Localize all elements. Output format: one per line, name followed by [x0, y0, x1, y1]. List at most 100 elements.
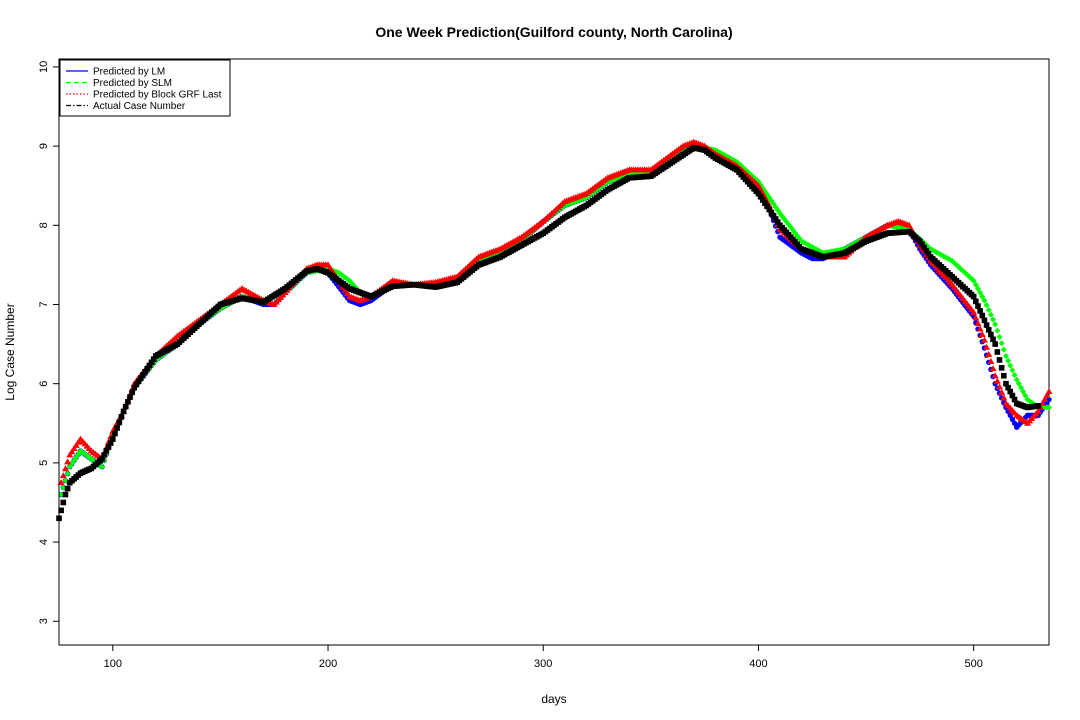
data-point [118, 414, 125, 420]
data-point [116, 419, 123, 426]
x-tick-label: 400 [749, 658, 767, 670]
x-tick-label: 300 [534, 658, 552, 670]
data-point [135, 378, 142, 385]
legend-item: Predicted by LM [66, 67, 165, 78]
data-point [150, 356, 157, 362]
data-point [1046, 404, 1052, 411]
series-3 [56, 144, 1042, 522]
data-point [99, 456, 105, 462]
data-point [1007, 388, 1014, 395]
data-point [764, 203, 770, 210]
data-point [976, 325, 984, 332]
data-point [974, 285, 981, 292]
legend-label: Predicted by SLM [93, 78, 172, 89]
data-point [68, 448, 76, 455]
data-point [987, 358, 995, 364]
data-point [66, 451, 74, 458]
data-point [133, 381, 140, 388]
data-point [983, 302, 990, 309]
data-point [1003, 380, 1009, 387]
data-point [1046, 396, 1052, 403]
data-point [972, 314, 980, 321]
legend-label: Predicted by Block GRF Last [93, 90, 222, 101]
data-point [970, 277, 977, 284]
data-point [905, 221, 913, 228]
plot-frame [58, 58, 1050, 646]
legend-box [59, 59, 231, 117]
axes: 100 200 300 400 500 3 4 5 6 7 8 9 10 [38, 61, 983, 670]
data-point [975, 303, 981, 309]
data-point [103, 448, 110, 454]
data-point [1045, 388, 1053, 395]
data-point [775, 219, 781, 225]
data-point [978, 331, 986, 338]
data-point [1007, 362, 1014, 369]
data-point [110, 436, 116, 442]
data-point [101, 452, 107, 458]
data-point [970, 293, 977, 300]
data-point [1007, 412, 1013, 419]
y-tick-label: 8 [38, 222, 50, 228]
data-point [998, 365, 1005, 371]
data-point [62, 477, 69, 484]
data-point [1009, 367, 1016, 374]
data-point [148, 359, 155, 366]
data-point [772, 216, 779, 222]
data-point [972, 281, 979, 288]
legend-label: Actual Case Number [93, 101, 186, 112]
data-point [979, 312, 986, 319]
legend-label: Predicted by LM [93, 67, 165, 78]
data-point [990, 316, 997, 323]
data-point [72, 441, 80, 448]
data-point [125, 399, 131, 405]
data-point [64, 485, 71, 492]
data-point [146, 362, 153, 369]
data-point [70, 445, 78, 452]
data-point [1015, 380, 1022, 387]
data-point [120, 408, 127, 415]
data-point [936, 250, 943, 257]
data-point [105, 444, 112, 450]
data-point [974, 319, 982, 326]
legend-item: Predicted by Block GRF Last [66, 90, 222, 101]
data-point [1000, 346, 1007, 353]
data-point [991, 372, 999, 379]
data-point [996, 357, 1003, 363]
data-point [980, 336, 988, 343]
data-point [1002, 352, 1009, 359]
data-point [1001, 372, 1007, 379]
data-point [768, 209, 775, 216]
data-point [998, 340, 1005, 347]
x-axis: 100 200 300 400 500 [104, 644, 983, 670]
data-point [1013, 376, 1020, 383]
data-point [757, 193, 764, 200]
data-point [140, 372, 146, 378]
data-point [992, 321, 999, 328]
data-point [998, 388, 1006, 395]
y-tick-label: 9 [38, 143, 50, 149]
data-point [137, 375, 144, 381]
x-tick-label: 100 [104, 658, 122, 670]
data-point [985, 327, 992, 333]
data-point [985, 307, 992, 314]
data-point [1034, 407, 1042, 414]
data-point [762, 200, 768, 206]
chart-title: One Week Prediction(Guilford county, Nor… [375, 24, 732, 40]
data-point [994, 349, 1001, 355]
data-point [770, 212, 777, 219]
data-point [1041, 396, 1049, 402]
data-point [917, 238, 923, 244]
data-point [983, 343, 991, 350]
y-tick-label: 10 [38, 61, 50, 73]
data-point [977, 289, 984, 296]
data-point [1018, 384, 1025, 391]
data-point [992, 341, 998, 347]
data-point [993, 377, 1001, 384]
data-point [1000, 394, 1008, 401]
data-point [99, 463, 106, 470]
data-point [1022, 392, 1029, 399]
data-point [129, 389, 135, 396]
data-point [925, 251, 932, 257]
data-point [970, 308, 978, 315]
